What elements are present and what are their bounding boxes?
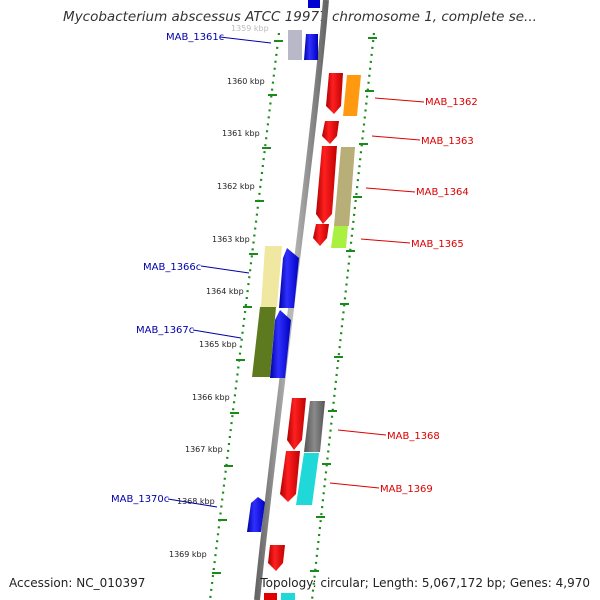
gene-arrow[interactable]: [313, 224, 329, 246]
gene-label-mab-1365[interactable]: MAB_1365: [411, 239, 464, 250]
gene-block[interactable]: [296, 453, 319, 505]
tick-label: 1369 kbp: [169, 550, 207, 559]
tick-label: 1362 kbp: [217, 182, 255, 191]
gene-label-mab-1368[interactable]: MAB_1368: [387, 431, 440, 442]
gene-arrow[interactable]: [280, 451, 300, 502]
gene-block[interactable]: [252, 307, 276, 377]
outer-guide-track: [310, 32, 376, 600]
gene-label-mab-1366c[interactable]: MAB_1366c: [143, 262, 201, 273]
topology-summary-text: Topology: circular; Length: 5,067,172 bp…: [260, 576, 590, 590]
gene-arrow[interactable]: [304, 34, 318, 60]
gene-block[interactable]: [264, 593, 277, 600]
gene-block[interactable]: [288, 30, 302, 60]
page-title: Mycobacterium abscessus ATCC 19977 chrom…: [63, 9, 537, 25]
gene-arrow[interactable]: [287, 398, 306, 450]
gene-block[interactable]: [331, 226, 348, 248]
gene-block[interactable]: [281, 593, 295, 600]
tick-label: 1361 kbp: [222, 129, 260, 138]
gene-label-mab-1364[interactable]: MAB_1364: [416, 187, 469, 198]
gene-labels: MAB_1361c MAB_1366c MAB_1367c MAB_1370c …: [111, 32, 478, 505]
gene-block[interactable]: [304, 401, 325, 452]
tick-marks: [212, 37, 377, 574]
tick-label: 1367 kbp: [185, 445, 223, 454]
gene-arrow[interactable]: [279, 248, 299, 308]
gene-label-mab-1369[interactable]: MAB_1369: [380, 484, 433, 495]
tick-label: 1364 kbp: [206, 287, 244, 296]
tick-label: 1368 kbp: [177, 497, 215, 506]
tick-label: 1365 kbp: [199, 340, 237, 349]
leader-lines: [167, 36, 425, 508]
tick-label: 1360 kbp: [227, 77, 265, 86]
gene-label-mab-1361c[interactable]: MAB_1361c: [166, 32, 224, 43]
gene-arrow[interactable]: [322, 121, 339, 144]
tick-label: 1359 kbp: [231, 24, 269, 33]
gene-label-mab-1370c[interactable]: MAB_1370c: [111, 494, 169, 505]
minus-strand-genes: [247, 0, 320, 532]
gene-arrow[interactable]: [326, 73, 343, 114]
kbp-tick-labels: 1359 kbp 1360 kbp 1361 kbp 1362 kbp 1363…: [169, 24, 269, 559]
gene-block[interactable]: [343, 75, 361, 116]
gene-arrow[interactable]: [268, 545, 285, 571]
gene-label-mab-1363[interactable]: MAB_1363: [421, 136, 474, 147]
tick-label: 1366 kbp: [192, 393, 230, 402]
gene-cap[interactable]: [308, 0, 320, 8]
accession-text: Accession: NC_010397: [9, 576, 146, 590]
gene-arrow[interactable]: [316, 146, 337, 224]
plus-strand-genes: [264, 73, 361, 600]
gene-arrow[interactable]: [270, 310, 291, 378]
gene-arrow[interactable]: [247, 497, 265, 532]
gene-block[interactable]: [334, 147, 355, 226]
gene-label-mab-1367c[interactable]: MAB_1367c: [136, 325, 194, 336]
tick-label: 1363 kbp: [212, 235, 250, 244]
gene-label-mab-1362[interactable]: MAB_1362: [425, 97, 478, 108]
gene-block[interactable]: [261, 246, 282, 307]
